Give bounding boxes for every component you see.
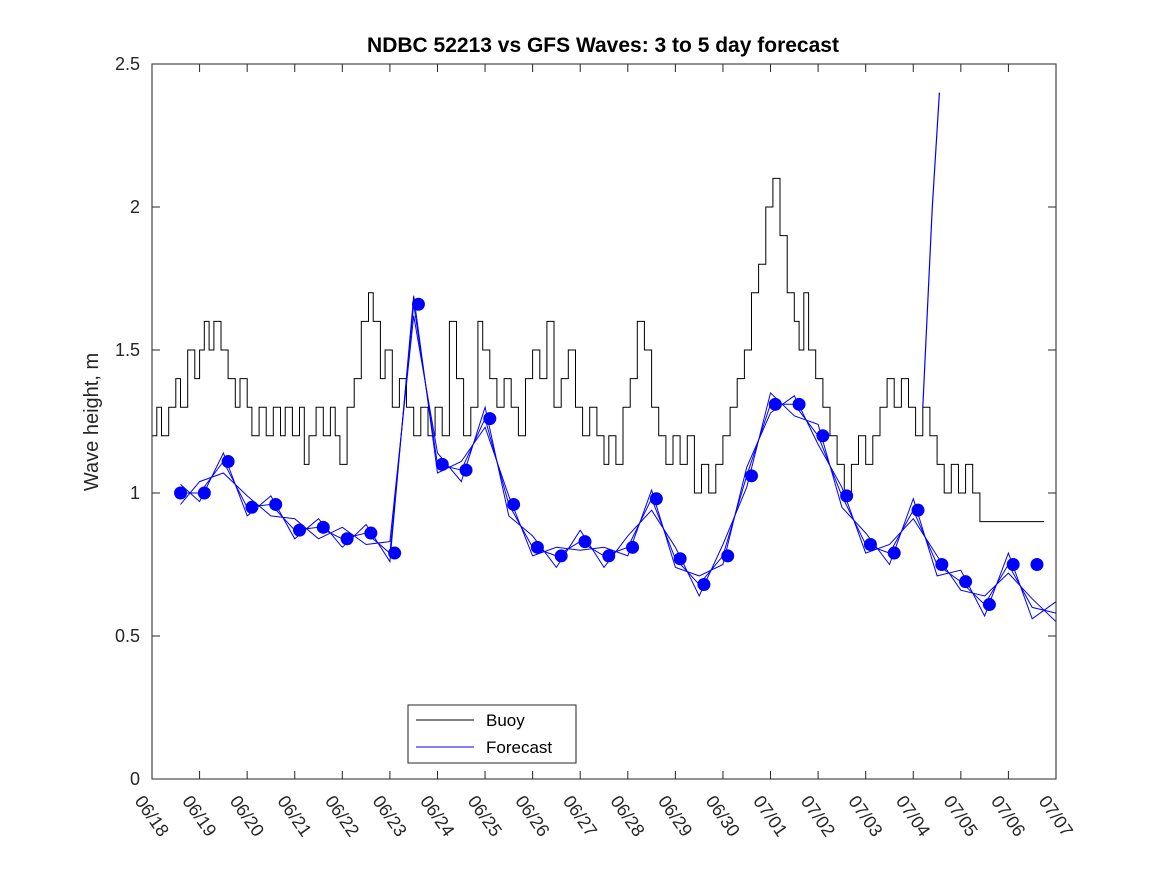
forecast-point bbox=[435, 457, 449, 471]
y-axis-label: Wave height, m bbox=[81, 353, 103, 491]
forecast-point bbox=[959, 575, 973, 589]
x-tick-label: 07/02 bbox=[797, 792, 839, 840]
y-tick-label: 0.5 bbox=[115, 626, 140, 646]
forecast-point bbox=[388, 546, 402, 560]
legend: Buoy Forecast bbox=[407, 704, 577, 764]
forecast-point bbox=[459, 463, 473, 477]
plot-frame bbox=[152, 64, 1056, 779]
x-tick-label: 07/03 bbox=[844, 792, 886, 840]
forecast-point bbox=[530, 540, 544, 554]
forecast-point bbox=[483, 412, 497, 426]
x-tick-label: 07/05 bbox=[940, 792, 982, 840]
buoy-series bbox=[152, 177, 1045, 523]
forecast-point bbox=[911, 503, 925, 517]
forecast-point bbox=[292, 523, 306, 537]
x-tick-label: 06/28 bbox=[607, 792, 649, 840]
x-tick-label: 07/07 bbox=[1035, 792, 1077, 840]
x-tick-label: 06/26 bbox=[511, 792, 553, 840]
x-tick-label: 06/27 bbox=[559, 792, 601, 840]
forecast-point bbox=[174, 486, 188, 500]
forecast-point bbox=[697, 578, 711, 592]
y-tick-label: 1.5 bbox=[115, 340, 140, 360]
plot-area bbox=[152, 64, 1056, 779]
y-tick-label: 2.5 bbox=[115, 54, 140, 74]
forecast-line bbox=[180, 315, 1057, 620]
forecast-spike-line bbox=[922, 92, 940, 408]
x-tick-label: 07/06 bbox=[987, 792, 1029, 840]
forecast-point bbox=[626, 540, 640, 554]
forecast-point bbox=[221, 455, 235, 469]
y-tick-label: 0 bbox=[130, 769, 140, 789]
forecast-points bbox=[174, 297, 1044, 612]
forecast-point bbox=[982, 598, 996, 612]
x-tick-label: 07/01 bbox=[749, 792, 791, 840]
forecast-point bbox=[792, 397, 806, 411]
forecast-point bbox=[649, 492, 663, 506]
x-tick-label: 06/19 bbox=[178, 792, 220, 840]
x-tick-label: 06/25 bbox=[464, 792, 506, 840]
y-tick-label: 1 bbox=[130, 483, 140, 503]
forecast-point bbox=[578, 535, 592, 549]
forecast-point bbox=[887, 546, 901, 560]
legend-box bbox=[407, 704, 577, 764]
forecast-point bbox=[602, 549, 616, 563]
forecast-point bbox=[316, 520, 330, 534]
x-tick-label: 06/30 bbox=[702, 792, 744, 840]
x-tick-label: 06/18 bbox=[131, 792, 173, 840]
x-tick-label: 06/21 bbox=[273, 792, 315, 840]
x-tick-label: 07/04 bbox=[892, 792, 934, 840]
forecast-point bbox=[840, 489, 854, 503]
legend-buoy-label: Buoy bbox=[486, 711, 525, 730]
forecast-point bbox=[673, 552, 687, 566]
forecast-point bbox=[744, 469, 758, 483]
forecast-point bbox=[1030, 558, 1044, 571]
forecast-point bbox=[1006, 558, 1020, 571]
forecast-point bbox=[197, 486, 211, 500]
y-ticks: 0 0.5 1 1.5 2 2.5 bbox=[115, 54, 1056, 789]
forecast-point bbox=[816, 429, 830, 443]
y-tick-label: 2 bbox=[130, 197, 140, 217]
chart-title: NDBC 52213 vs GFS Waves: 3 to 5 day fore… bbox=[367, 34, 839, 57]
buoy-line bbox=[152, 177, 1045, 523]
forecast-point bbox=[721, 549, 735, 563]
forecast-point bbox=[507, 497, 521, 511]
x-tick-label: 06/23 bbox=[369, 792, 411, 840]
x-tick-label: 06/22 bbox=[321, 792, 363, 840]
forecast-point bbox=[245, 500, 259, 514]
legend-forecast-label: Forecast bbox=[486, 738, 552, 757]
axis-frame bbox=[151, 63, 1057, 780]
forecast-point bbox=[269, 497, 283, 511]
forecast-point bbox=[863, 537, 877, 551]
forecast-point bbox=[935, 558, 949, 571]
x-tick-label: 06/24 bbox=[416, 792, 458, 840]
forecast-point bbox=[554, 549, 568, 563]
forecast-point bbox=[411, 297, 425, 311]
forecast-point bbox=[768, 397, 782, 411]
forecast-point bbox=[340, 532, 354, 546]
forecast-point bbox=[364, 526, 378, 540]
x-tick-label: 06/20 bbox=[226, 792, 268, 840]
x-tick-label: 06/29 bbox=[654, 792, 696, 840]
